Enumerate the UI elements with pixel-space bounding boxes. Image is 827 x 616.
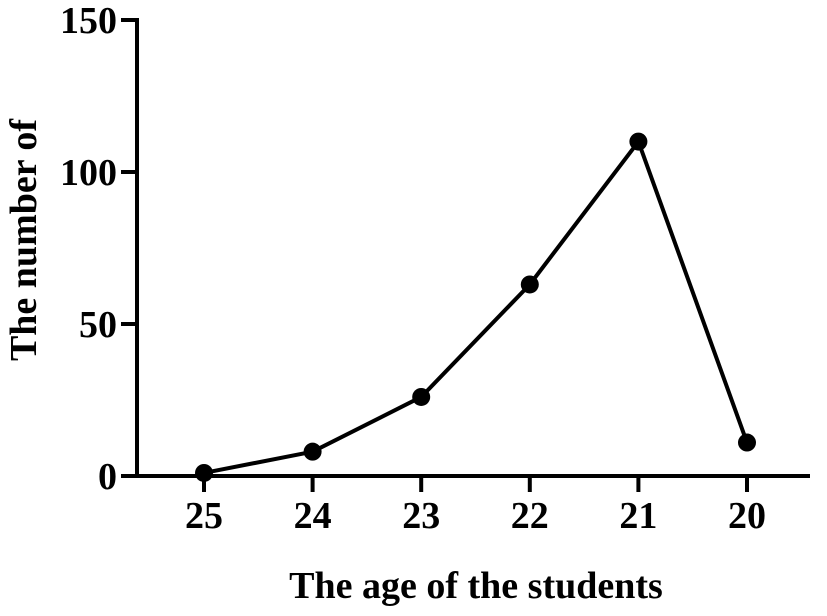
x-tick-label: 25 — [185, 495, 223, 537]
data-point — [738, 433, 756, 452]
x-ticks: 25 24 23 22 21 20 — [185, 474, 766, 537]
y-axis-title: The number of — [3, 118, 45, 361]
series — [195, 132, 756, 482]
y-tick-label: 0 — [98, 456, 117, 498]
x-tick-label: 22 — [511, 495, 549, 537]
y-tick-label: 50 — [79, 304, 117, 346]
series-line — [203, 139, 749, 475]
data-point — [303, 442, 322, 461]
y-ticks: 0 50 100 150 — [60, 0, 139, 498]
x-axis-title: The age of the students — [289, 565, 663, 607]
x-tick-label: 20 — [728, 495, 766, 537]
x-tick-label: 23 — [402, 495, 440, 537]
axes — [135, 18, 810, 478]
data-point — [629, 132, 648, 151]
data-point — [412, 387, 431, 406]
y-tick-label: 150 — [60, 0, 117, 42]
x-tick-label: 21 — [619, 495, 657, 537]
y-tick-label: 100 — [60, 152, 117, 194]
x-tick-label: 24 — [294, 495, 332, 537]
data-point — [195, 463, 213, 482]
data-point — [520, 275, 539, 294]
